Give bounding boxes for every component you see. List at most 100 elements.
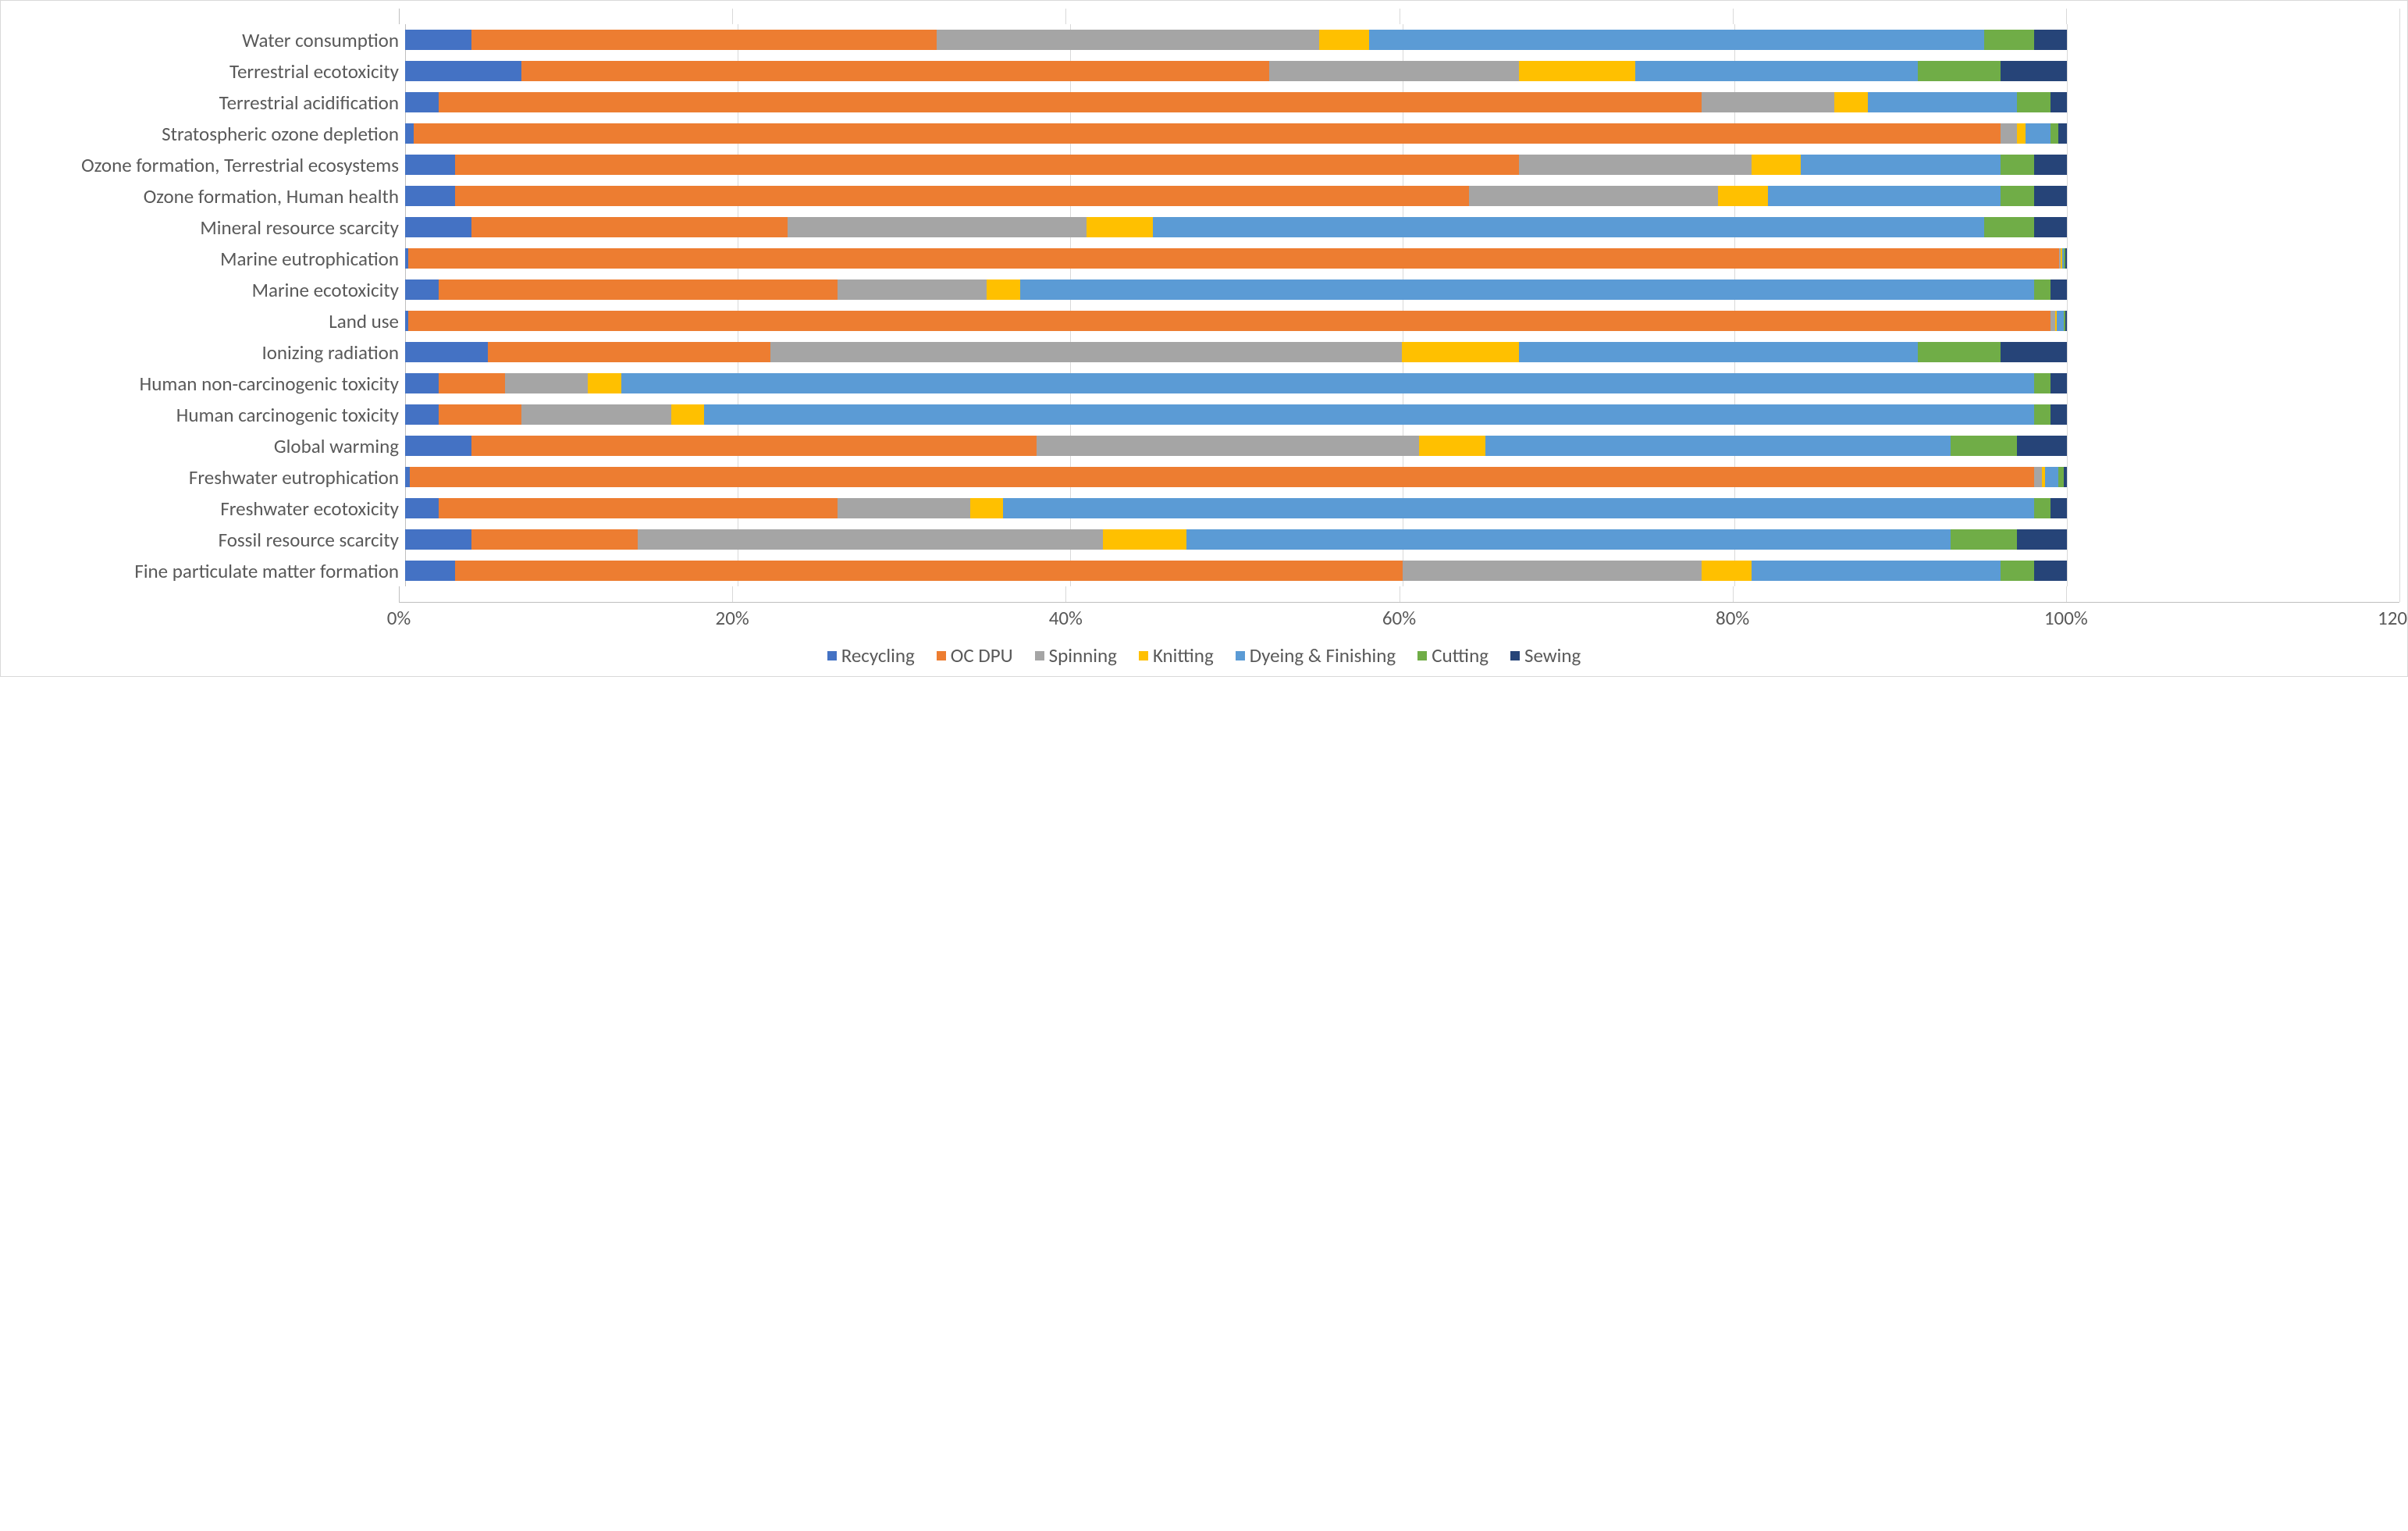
bar-segment-sewing bbox=[2034, 561, 2068, 581]
legend-swatch bbox=[1035, 651, 1044, 660]
bar-segment-oc_dpu bbox=[471, 436, 1037, 456]
y-axis-label: Human non-carcinogenic toxicity bbox=[9, 368, 405, 399]
bar-segment-cutting bbox=[1984, 217, 2034, 237]
bar-segment-sewing bbox=[2017, 436, 2067, 456]
bar-segment-dyeing bbox=[621, 373, 2034, 393]
x-tick-label: 120% bbox=[2378, 606, 2408, 630]
bar-segment-knitting bbox=[1718, 186, 1768, 206]
bar-row: Mineral resource scarcity bbox=[9, 212, 2399, 243]
y-axis-label: Ozone formation, Human health bbox=[9, 180, 405, 212]
y-axis-label: Terrestrial ecotoxicity bbox=[9, 55, 405, 87]
bar-segment-knitting bbox=[671, 404, 705, 425]
bar-segment-recycling bbox=[405, 61, 521, 81]
bar-segment-spinning bbox=[1269, 61, 1518, 81]
legend-item-knitting: Knitting bbox=[1139, 643, 1214, 668]
bar-row: Water consumption bbox=[9, 24, 2399, 55]
legend-item-dyeing: Dyeing & Finishing bbox=[1236, 643, 1396, 668]
plot-area bbox=[405, 243, 2399, 274]
bar-segment-knitting bbox=[1702, 561, 1752, 581]
bar-row: Human non-carcinogenic toxicity bbox=[9, 368, 2399, 399]
bar-segment-sewing bbox=[2051, 373, 2067, 393]
plot-area bbox=[405, 305, 2399, 336]
bar-segment-recycling bbox=[405, 279, 439, 300]
plot-area bbox=[405, 118, 2399, 149]
y-axis-label: Global warming bbox=[9, 430, 405, 461]
bar-segment-cutting bbox=[2051, 123, 2059, 144]
bar-row: Ozone formation, Human health bbox=[9, 180, 2399, 212]
x-tick-label: 40% bbox=[1049, 606, 1083, 630]
bar-segment-cutting bbox=[2034, 373, 2051, 393]
bar-segment-sewing bbox=[2001, 342, 2067, 362]
bar-segment-recycling bbox=[405, 92, 439, 112]
bar-segment-sewing bbox=[2034, 155, 2068, 175]
bar-segment-dyeing bbox=[1485, 436, 1951, 456]
bar-row: Human carcinogenic toxicity bbox=[9, 399, 2399, 430]
bar-segment-dyeing bbox=[1519, 342, 1918, 362]
bar-segment-cutting bbox=[1951, 529, 2017, 550]
y-axis-label: Marine eutrophication bbox=[9, 243, 405, 274]
legend-item-spinning: Spinning bbox=[1035, 643, 1117, 668]
bar-segment-dyeing bbox=[2026, 123, 2051, 144]
bar-segment-oc_dpu bbox=[455, 186, 1469, 206]
bar-segment-oc_dpu bbox=[439, 92, 1702, 112]
bar-segment-dyeing bbox=[1752, 561, 2001, 581]
bar-segment-sewing bbox=[2051, 92, 2067, 112]
bar-segment-recycling bbox=[405, 123, 414, 144]
bar-row: Ionizing radiation bbox=[9, 336, 2399, 368]
bar-row: Global warming bbox=[9, 430, 2399, 461]
bar-segment-oc_dpu bbox=[455, 155, 1519, 175]
plot-area bbox=[405, 524, 2399, 555]
bar-segment-dyeing bbox=[1369, 30, 1984, 50]
bar-segment-sewing bbox=[2065, 248, 2067, 269]
bar-segment-recycling bbox=[405, 373, 439, 393]
bar-segment-recycling bbox=[405, 342, 488, 362]
legend-label: Dyeing & Finishing bbox=[1250, 643, 1396, 668]
plot-area bbox=[405, 555, 2399, 586]
legend-label: Knitting bbox=[1153, 643, 1214, 668]
bar-segment-spinning bbox=[1037, 436, 1419, 456]
bar-segment-oc_dpu bbox=[439, 279, 838, 300]
bar-segment-spinning bbox=[1702, 92, 1834, 112]
bar-segment-knitting bbox=[1752, 155, 1802, 175]
bar-segment-sewing bbox=[2051, 279, 2067, 300]
y-axis-label: Ionizing radiation bbox=[9, 336, 405, 368]
x-tick-label: 60% bbox=[1382, 606, 1416, 630]
bar-segment-sewing bbox=[2064, 467, 2067, 487]
bar-segment-knitting bbox=[1519, 61, 1635, 81]
plot-area bbox=[405, 55, 2399, 87]
y-axis-label: Freshwater ecotoxicity bbox=[9, 493, 405, 524]
bar-row: Freshwater ecotoxicity bbox=[9, 493, 2399, 524]
bar-segment-knitting bbox=[588, 373, 621, 393]
bar-segment-dyeing bbox=[1020, 279, 2034, 300]
bar-segment-cutting bbox=[2001, 561, 2034, 581]
bar-segment-recycling bbox=[405, 30, 471, 50]
bar-segment-dyeing bbox=[1003, 498, 2033, 518]
bar-segment-sewing bbox=[2017, 529, 2067, 550]
plot-area bbox=[405, 180, 2399, 212]
bar-row: Ozone formation, Terrestrial ecosystems bbox=[9, 149, 2399, 180]
y-axis-label: Fine particulate matter formation bbox=[9, 555, 405, 586]
bar-segment-knitting bbox=[1419, 436, 1485, 456]
plot-area bbox=[405, 368, 2399, 399]
bar-segment-cutting bbox=[2034, 404, 2051, 425]
bar-segment-knitting bbox=[970, 498, 1004, 518]
legend-item-oc_dpu: OC DPU bbox=[937, 643, 1013, 668]
bar-segment-recycling bbox=[405, 404, 439, 425]
bar-segment-sewing bbox=[2001, 61, 2067, 81]
plot-area bbox=[405, 149, 2399, 180]
bar-segment-spinning bbox=[788, 217, 1087, 237]
bar-segment-spinning bbox=[2001, 123, 2017, 144]
bar-segment-oc_dpu bbox=[439, 498, 838, 518]
y-axis-label: Freshwater eutrophication bbox=[9, 461, 405, 493]
bar-segment-knitting bbox=[987, 279, 1020, 300]
legend-swatch bbox=[1510, 651, 1520, 660]
bar-segment-spinning bbox=[1519, 155, 1752, 175]
bar-segment-oc_dpu bbox=[439, 373, 505, 393]
bar-row: Land use bbox=[9, 305, 2399, 336]
x-tick-label: 80% bbox=[1716, 606, 1749, 630]
legend: RecyclingOC DPUSpinningKnittingDyeing & … bbox=[9, 634, 2399, 672]
bar-segment-cutting bbox=[2001, 186, 2034, 206]
x-tick-label: 100% bbox=[2044, 606, 2088, 630]
plot-area bbox=[405, 87, 2399, 118]
legend-label: Sewing bbox=[1524, 643, 1581, 668]
